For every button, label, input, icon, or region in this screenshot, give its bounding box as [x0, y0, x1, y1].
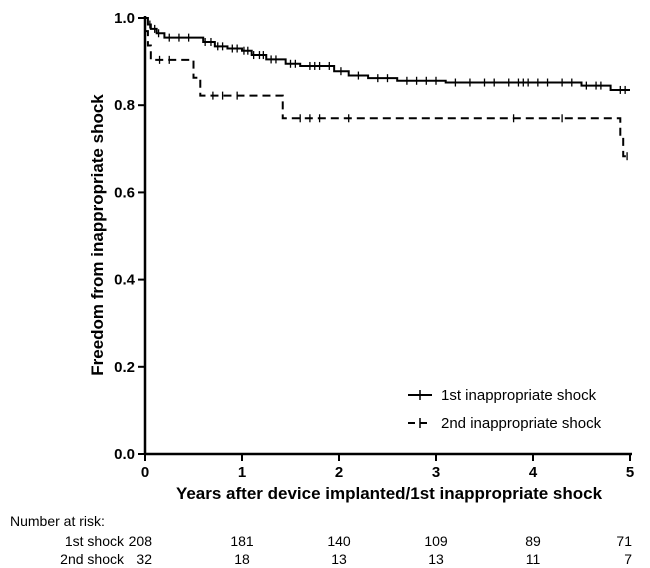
x-tick-label: 3 [432, 464, 440, 481]
risk-table-title: Number at risk: [10, 513, 105, 529]
series-line-1 [145, 17, 630, 91]
risk-values: 208 181 140 109 89 71 32 18 13 13 11 7 [129, 533, 633, 567]
legend-label-1st: 1st inappropriate shock [441, 387, 597, 404]
y-tick-label: 0.0 [114, 446, 135, 463]
risk-value: 71 [616, 533, 632, 549]
legend-label-2nd: 2nd inappropriate shock [441, 415, 602, 432]
y-tick-label: 0.2 [114, 359, 135, 376]
y-tick-label: 0.8 [114, 97, 135, 114]
legend: 1st inappropriate shock 2nd inappropriat… [408, 387, 602, 432]
risk-value: 181 [230, 533, 254, 549]
x-tick-label: 4 [529, 464, 538, 481]
risk-value: 7 [624, 551, 632, 567]
x-axis-title: Years after device implanted/1st inappro… [176, 484, 603, 503]
y-axis-title: Freedom from inappropriate shock [88, 94, 107, 376]
risk-value: 13 [331, 551, 347, 567]
risk-value: 11 [526, 551, 541, 567]
risk-table: Number at risk: 1st shock 2nd shock 208 1… [10, 513, 632, 567]
risk-value: 109 [424, 533, 448, 549]
risk-value: 89 [525, 533, 541, 549]
series-layer [145, 17, 630, 161]
y-tick-label: 0.6 [114, 184, 135, 201]
x-tick-label: 1 [238, 464, 246, 481]
x-tick-label: 2 [335, 464, 343, 481]
risk-value: 208 [129, 533, 153, 549]
risk-value: 32 [136, 551, 152, 567]
risk-row-label-1st: 1st shock [65, 533, 125, 549]
risk-value: 140 [327, 533, 351, 549]
axes [143, 16, 632, 456]
y-tick-label: 0.4 [114, 272, 136, 289]
risk-row-label-2nd: 2nd shock [60, 551, 125, 567]
x-tick-label: 0 [141, 464, 149, 481]
y-ticks: 0.0 0.2 0.4 0.6 0.8 1.0 [114, 10, 145, 463]
x-tick-label: 5 [626, 464, 634, 481]
x-ticks: 0 1 2 3 4 5 [141, 454, 634, 481]
y-tick-label: 1.0 [114, 10, 135, 27]
risk-value: 13 [428, 551, 444, 567]
series-line-2 [145, 30, 630, 158]
risk-value: 18 [234, 551, 250, 567]
